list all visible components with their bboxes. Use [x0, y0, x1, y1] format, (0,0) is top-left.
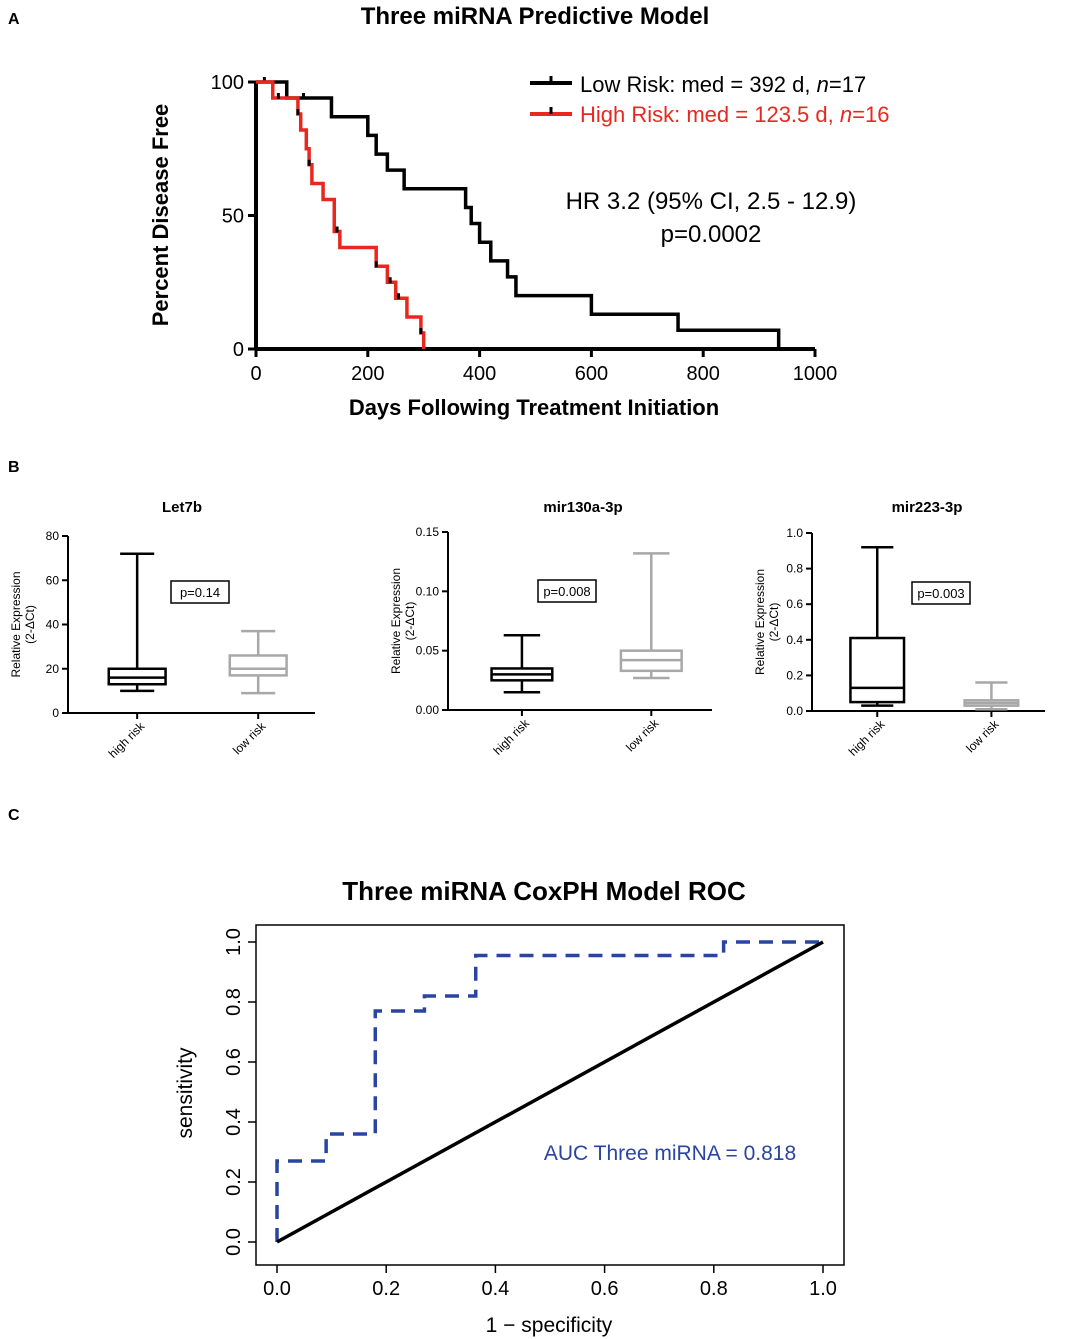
roc-x-tick-label: 0.4 [481, 1278, 509, 1300]
roc-axes: 0.0 0.2 0.4 0.6 0.8 1.0 0.0 0.2 0.4 0.6 0.8 1.0 [223, 924, 845, 1300]
panel-label-c: C [8, 807, 20, 824]
boxplot-y-label-unit: (2-ΔCt) [403, 602, 417, 641]
boxplot-y-tick-label: 0 [52, 706, 59, 720]
boxplot-y-label: Relative Expression [389, 568, 403, 674]
km-chart: Three miRNA Predictive Model Percent Dis… [148, 3, 889, 420]
km-y-label: Percent Disease Free [148, 104, 173, 327]
mir223-boxplot: mir223-3p Relative Expression (2-ΔCt) 0.0 0.… [753, 499, 1045, 759]
km-x-label: Days Following Treatment Initiation [349, 395, 719, 420]
boxplot-y-tick-label: 0.05 [416, 644, 440, 658]
km-lines [256, 77, 781, 349]
boxplot-y-tick-label: 60 [46, 573, 60, 587]
pvalue-label: p=0.003 [917, 586, 964, 601]
panel-label-a: A [8, 11, 20, 28]
pvalue-label: p=0.008 [543, 584, 590, 599]
km-x-tick-label: 1000 [793, 363, 838, 385]
boxplot-y-tick-label: 0.6 [786, 597, 803, 611]
legend-low-risk-n: n [817, 72, 829, 97]
pvalue-box [170, 580, 230, 604]
km-y-tick-label: 0 [233, 339, 244, 361]
boxplot-y-tick-label: 0.15 [416, 525, 440, 539]
boxplot-y-tick-label: 0.10 [416, 584, 440, 598]
roc-curve [275, 940, 823, 1242]
legend-low-risk-n-value: =17 [829, 72, 866, 97]
roc-y-tick-label: 0.4 [223, 1108, 245, 1136]
boxplot-y-tick-label: 80 [46, 529, 60, 543]
roc-y-tick-label: 0.8 [223, 988, 245, 1016]
roc-y-tick-label: 0.6 [223, 1048, 245, 1076]
boxplot-y-tick-label: 40 [46, 618, 60, 632]
roc-title: Three miRNA CoxPH Model ROC [342, 876, 746, 906]
km-y-tick-label: 100 [211, 72, 244, 94]
boxplot-y-tick-label: 20 [46, 662, 60, 676]
km-line-high-risk [256, 80, 426, 349]
roc-auc-annotation: AUC Three miRNA = 0.818 [544, 1142, 796, 1165]
pvalue-label: p=0.14 [180, 585, 220, 600]
legend-low-risk-main: Low Risk: med = 392 d, [580, 72, 817, 97]
roc-y-tick-label: 0.2 [223, 1168, 245, 1196]
km-legend: Low Risk: med = 392 d, n=17 High Risk: m… [530, 72, 889, 127]
boxplot-x-tick-label: low risk [963, 717, 1002, 756]
roc-x-tick-label: 0.0 [263, 1278, 291, 1300]
boxplot-title: Let7b [162, 499, 202, 516]
boxplot-y-tick-label: 1.0 [786, 526, 803, 540]
roc-x-tick-label: 0.2 [372, 1278, 400, 1300]
pvalue-box [537, 579, 597, 603]
km-x-tick-label: 400 [463, 363, 496, 385]
boxplot-x-tick-label: high risk [106, 719, 148, 761]
boxplot-y-tick-label: 0.2 [786, 668, 803, 682]
km-p-annotation: p=0.0002 [661, 221, 762, 248]
km-axes: 0 200 400 600 800 1000 0 50 100 [211, 72, 838, 385]
km-y-tick-label: 50 [222, 206, 244, 228]
legend-high-risk-main: High Risk: med = 123.5 d, [580, 102, 840, 127]
roc-x-tick-label: 0.8 [700, 1278, 728, 1300]
roc-y-label: sensitivity [174, 1047, 197, 1139]
boxplot-y-label: Relative Expression [753, 569, 767, 675]
km-hr-annotation: HR 3.2 (95% CI, 2.5 - 12.9) [566, 188, 857, 215]
legend-low-risk: Low Risk: med = 392 d, n=17 [580, 72, 866, 97]
boxplot-y-tick-label: 0.4 [786, 633, 803, 647]
km-title: Three miRNA Predictive Model [361, 3, 710, 30]
boxplot-title: mir130a-3p [543, 499, 622, 516]
boxplot-y-label-unit: (2-ΔCt) [767, 603, 781, 642]
mir130a-boxplot: mir130a-3p Relative Expression (2-ΔCt) 0.00… [389, 499, 712, 758]
roc-lines [275, 940, 824, 1244]
box-high-risk [849, 636, 906, 704]
km-line-low-risk [256, 80, 781, 349]
km-x-tick-label: 0 [250, 363, 261, 385]
boxplot-x-tick-label: low risk [623, 716, 662, 755]
roc-plot-frame [255, 924, 845, 1266]
roc-x-tick-label: 0.6 [591, 1278, 619, 1300]
km-x-tick-label: 800 [687, 363, 720, 385]
roc-x-tick-label: 1.0 [809, 1278, 837, 1300]
legend-high-risk-n: n [840, 102, 852, 127]
boxplot-y-label-unit: (2-ΔCt) [23, 605, 37, 644]
roc-y-tick-label: 1.0 [223, 928, 245, 956]
let7b-boxplot: Let7b Relative Expression (2-ΔCt) 0 20 40 60 80… [9, 499, 315, 761]
boxplot-title: mir223-3p [892, 499, 963, 516]
boxplot-y-tick-label: 0.0 [786, 704, 803, 718]
roc-y-tick-label: 0.0 [223, 1228, 245, 1256]
roc-chart: Three miRNA CoxPH Model ROC sensitivity … [174, 876, 845, 1337]
boxplot-y-label: Relative Expression [9, 571, 23, 677]
boxplot-x-tick-label: high risk [846, 717, 888, 759]
legend-high-risk-n-value: =16 [852, 102, 889, 127]
boxplot-y-tick-label: 0.8 [786, 562, 803, 576]
boxplot-x-tick-label: high risk [491, 716, 533, 758]
roc-reference-diagonal [276, 940, 824, 1244]
legend-high-risk: High Risk: med = 123.5 d, n=16 [580, 102, 889, 127]
km-x-tick-label: 200 [351, 363, 384, 385]
roc-x-label: 1 − specificity [486, 1314, 613, 1337]
panel-label-b: B [8, 459, 20, 476]
boxplot-x-tick-label: low risk [230, 719, 269, 758]
boxplot-y-tick-label: 0.00 [416, 703, 440, 717]
box-low-risk [228, 654, 288, 677]
pvalue-box [911, 581, 971, 605]
km-x-tick-label: 600 [575, 363, 608, 385]
